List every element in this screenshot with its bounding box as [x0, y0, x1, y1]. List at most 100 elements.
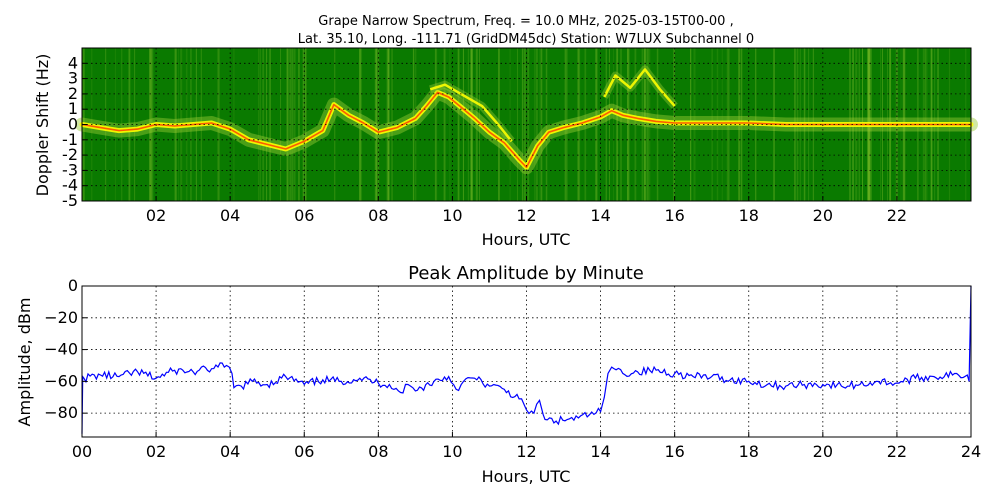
- spectrogram-y-tick-label: 2: [68, 84, 78, 103]
- amplitude-y-tick-label: 0: [68, 276, 78, 295]
- amplitude-x-tick-label: 18: [739, 442, 759, 461]
- spectrogram-noise-stripe: [656, 48, 659, 201]
- spectrogram-noise-stripe: [449, 48, 451, 201]
- spectrogram-noise-stripe: [377, 48, 379, 201]
- spectrogram-noise-stripe: [286, 48, 289, 201]
- spectrogram-noise-stripe: [386, 48, 389, 201]
- amplitude-x-tick-label: 06: [294, 442, 314, 461]
- spectrogram-y-tick-label: -3: [62, 160, 78, 179]
- spectrogram-y-axis-label: Doppler Shift (Hz): [33, 54, 52, 197]
- spectrogram-noise-stripe: [539, 48, 541, 201]
- spectrogram-noise-stripe: [435, 48, 436, 201]
- spectrogram-noise-stripe: [524, 48, 526, 201]
- amplitude-x-tick-label: 24: [961, 442, 981, 461]
- spectrogram-noise-stripe: [436, 48, 438, 201]
- spectrogram-noise-stripe: [616, 48, 619, 201]
- spectrogram-x-tick-label: 12: [516, 206, 536, 225]
- spectrogram-traces: [75, 65, 978, 175]
- amplitude-plot-area: [82, 286, 971, 437]
- spectrogram-noise-stripe: [619, 48, 622, 201]
- spectrogram-noise-stripe: [517, 48, 518, 201]
- amplitude-x-tick-label: 08: [368, 442, 388, 461]
- spectrogram-noise-stripe: [443, 48, 446, 201]
- spectrogram-trace-peak: [81, 91, 971, 169]
- amplitude-x-tick-label: 10: [442, 442, 462, 461]
- amplitude-x-axis-label: Hours, UTC: [482, 467, 571, 486]
- spectrogram-noise-stripe: [128, 48, 131, 201]
- spectrogram-noise-stripe: [375, 48, 378, 201]
- spectrogram-noise-stripe: [233, 48, 235, 201]
- spectrogram-noise-stripe: [121, 48, 123, 201]
- spectrogram-noise-stripe: [646, 48, 649, 201]
- spectrogram-y-tick-label: 0: [68, 115, 78, 134]
- amplitude-x-tick-label: 16: [664, 442, 684, 461]
- spectrogram-grid: [82, 48, 971, 202]
- spectrogram-noise-stripe: [475, 48, 478, 201]
- spectrogram-noise-stripe: [412, 48, 414, 201]
- spectrogram-noise-stripe: [471, 48, 473, 201]
- spectrogram-noise-stripe: [391, 48, 393, 201]
- amplitude-x-tick-label: 02: [146, 442, 166, 461]
- spectrogram-noise-stripe: [305, 48, 307, 201]
- figure-title-line-2: Lat. 35.10, Long. -111.71 (GridDM45dc) S…: [298, 32, 754, 47]
- spectrogram-noise-stripe: [605, 48, 607, 201]
- spectrogram-x-axis-label: Hours, UTC: [482, 230, 571, 249]
- spectrogram-noise-stripe: [534, 48, 536, 201]
- spectrogram-noise-stripe: [269, 48, 271, 201]
- spectrogram-x-tick-label: 20: [813, 206, 833, 225]
- spectrogram-x-tick-label: 10: [442, 206, 462, 225]
- spectrogram-y-tick-label: 1: [68, 99, 78, 118]
- spectrogram-noise-stripe: [462, 48, 464, 201]
- spectrogram-y-tick-label: 3: [68, 69, 78, 88]
- spectrogram-y-tick-label: -1: [62, 130, 78, 149]
- spectrogram-noise-stripe: [359, 48, 362, 201]
- spectrogram-noise-stripe: [259, 48, 261, 201]
- spectrogram-noise-stripe: [634, 48, 637, 201]
- spectrogram-x-tick-label: 18: [739, 206, 759, 225]
- spectrogram-y-tick-label: -2: [62, 145, 78, 164]
- amplitude-y-axis-label: Amplitude, dBm: [15, 298, 34, 427]
- spectrogram-x-tick-label: 14: [590, 206, 610, 225]
- spectrogram-y-tick-label: -4: [62, 176, 78, 195]
- spectrogram-x-tick-label: 22: [887, 206, 907, 225]
- spectrogram-y-tick-label: 4: [68, 53, 78, 72]
- spectrogram-noise-stripe: [641, 48, 644, 201]
- spectrogram-noise-stripe: [291, 48, 294, 201]
- spectrogram-noise-stripe: [305, 48, 307, 201]
- spectrogram-x-tick-label: 04: [220, 206, 240, 225]
- amplitude-x-tick-label: 04: [220, 442, 240, 461]
- amplitude-x-tick-label: 14: [590, 442, 610, 461]
- amplitude-x-tick-label: 12: [516, 442, 536, 461]
- spectrogram-noise-stripe: [564, 48, 567, 201]
- amplitude-y-tick-label: −40: [44, 340, 78, 359]
- spectrogram-secondary-trace: [603, 68, 676, 107]
- spectrogram-noise-stripe: [114, 48, 116, 201]
- amplitude-chart: Peak Amplitude by Minute 00 02 04 06 08 10 12 1…: [15, 263, 981, 486]
- amplitude-x-tick-label: 22: [887, 442, 907, 461]
- spectrogram-noise-stripe: [467, 48, 469, 201]
- amplitude-x-tick-label: 20: [813, 442, 833, 461]
- amplitude-y-tick-label: −20: [44, 308, 78, 327]
- amplitude-series-line: [81, 285, 972, 434]
- spectrogram-noise-stripe: [627, 48, 630, 201]
- figure-title-line-1: Grape Narrow Spectrum, Freq. = 10.0 MHz,…: [318, 14, 733, 29]
- amplitude-y-tick-label: −60: [44, 371, 78, 390]
- spectrogram-noise-stripe: [457, 48, 460, 201]
- amplitude-ticks: 00 02 04 06 08 10 12 14 16 18 20 22 24 0 −20 −40 −60 −80: [44, 276, 981, 461]
- spectrogram-x-tick-label: 08: [368, 206, 388, 225]
- amplitude-y-tick-label: −80: [44, 403, 78, 422]
- spectrogram-noise-stripe: [521, 48, 524, 201]
- spectrogram-y-tick-label: -5: [62, 191, 78, 210]
- amplitude-x-tick-label: 00: [72, 442, 92, 461]
- spectrogram-noise-stripe: [134, 48, 136, 201]
- spectrogram-x-tick-label: 16: [664, 206, 684, 225]
- spectrogram-x-tick-label: 06: [294, 206, 314, 225]
- spectrogram-x-tick-label: 02: [146, 206, 166, 225]
- spectrogram-noise-stripe: [470, 48, 473, 201]
- spectrogram-secondary-trace: [429, 83, 513, 143]
- amplitude-chart-title: Peak Amplitude by Minute: [408, 263, 644, 284]
- spectrogram-noise-stripe: [434, 48, 437, 201]
